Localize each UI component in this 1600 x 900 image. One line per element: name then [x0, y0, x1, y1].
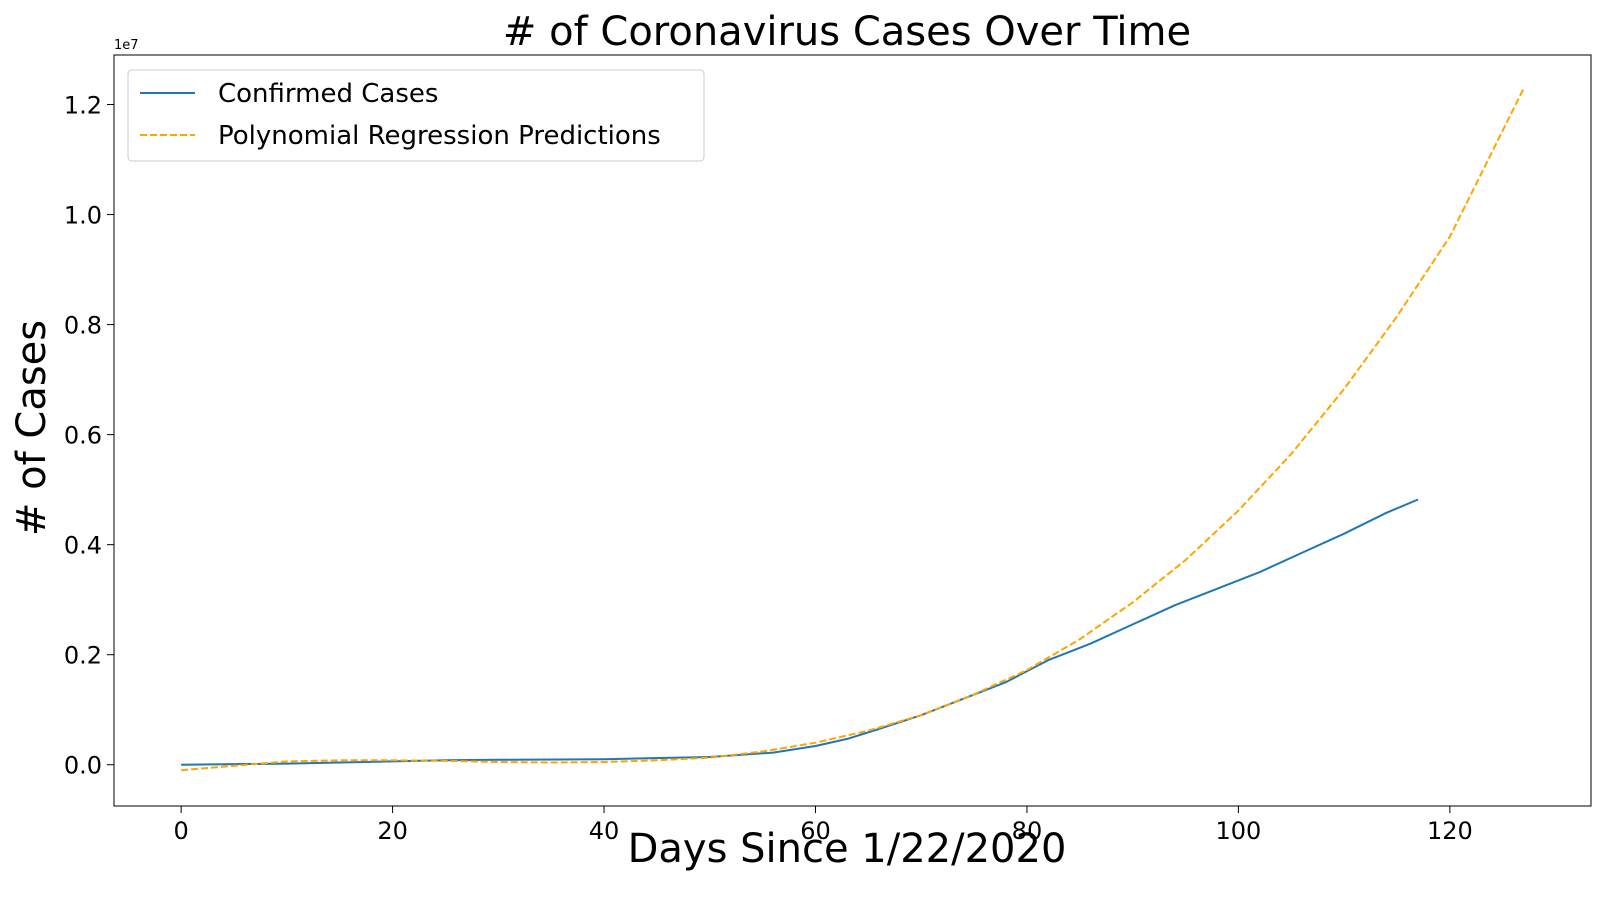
series-line-prediction	[181, 87, 1525, 772]
y-axis-ticks: 0.0 0.2 0.4 0.6 0.8 1.0 1.2	[64, 92, 114, 780]
x-tick-label: 120	[1427, 817, 1473, 845]
y-axis-label: # of Cases	[9, 320, 55, 536]
legend: Confirmed Cases Polynomial Regression Pr…	[127, 69, 705, 162]
x-tick-label: 40	[589, 817, 620, 845]
x-tick-label: 60	[800, 817, 831, 845]
x-tick-label: 80	[1012, 817, 1043, 845]
plot-frame	[113, 54, 1592, 807]
y-tick-label: 1.2	[64, 92, 102, 120]
x-tick-label: 20	[377, 817, 408, 845]
y-tick-label: 0.2	[64, 642, 102, 670]
legend-label-confirmed: Confirmed Cases	[218, 79, 438, 109]
y-tick-label: 0.6	[64, 422, 102, 450]
x-tick-label: 0	[173, 817, 188, 845]
legend-box	[127, 69, 705, 162]
series-line-confirmed	[181, 498, 1419, 766]
x-axis-ticks: 0 20 40 60 80 100 120	[173, 806, 1473, 845]
y-tick-label: 0.8	[64, 312, 102, 340]
plot-area	[114, 55, 1591, 806]
legend-label-prediction: Polynomial Regression Predictions	[218, 121, 661, 151]
series-layer	[181, 87, 1525, 772]
y-tick-label: 0.0	[64, 752, 102, 780]
y-tick-label: 0.4	[64, 532, 102, 560]
x-tick-label: 100	[1215, 817, 1261, 845]
y-tick-label: 1.0	[64, 202, 102, 230]
x-axis-label: Days Since 1/22/2020	[628, 826, 1067, 872]
chart-title: # of Coronavirus Cases Over Time	[503, 9, 1191, 55]
y-offset-label: 1e7	[114, 38, 139, 53]
